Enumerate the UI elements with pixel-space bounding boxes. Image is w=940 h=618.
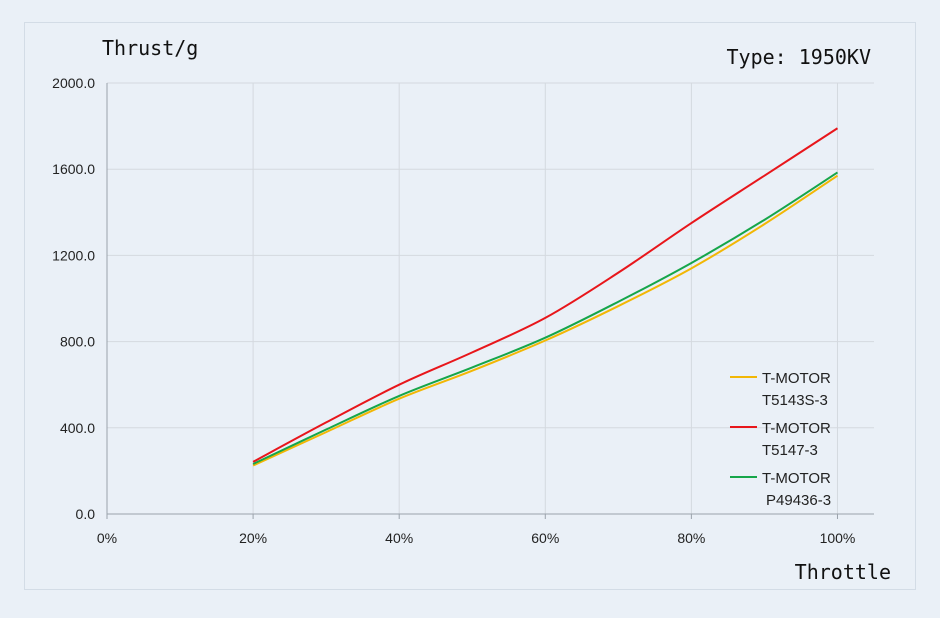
y-tick-label: 2000.0 bbox=[52, 75, 95, 91]
x-tick-label: 0% bbox=[97, 530, 117, 546]
legend-label-3: T-MOTOR bbox=[762, 470, 831, 487]
chart-annotation: Type: 1950KV bbox=[727, 45, 872, 69]
y-tick-label: 400.0 bbox=[60, 420, 95, 436]
series-line-2 bbox=[252, 127, 839, 463]
x-axis-label: Throttle bbox=[795, 560, 891, 584]
x-tick-label: 40% bbox=[385, 530, 413, 546]
x-tick-label: 80% bbox=[677, 530, 705, 546]
y-tick-label: 1200.0 bbox=[52, 247, 95, 263]
x-tick-label: 20% bbox=[239, 530, 267, 546]
y-tick-label: 1600.0 bbox=[52, 161, 95, 177]
x-tick-label: 100% bbox=[820, 530, 856, 546]
chart-card: 0.0 400.0 800.0 1200.0 1600.0 2000.0 0% 20% 40% 6… bbox=[24, 22, 916, 590]
legend-label-1: T-MOTOR bbox=[762, 370, 831, 387]
y-axis-label: Thrust/g bbox=[102, 36, 198, 60]
x-tick-label: 60% bbox=[531, 530, 559, 546]
series-line-3 bbox=[252, 171, 839, 465]
tick-labels: 0.0 400.0 800.0 1200.0 1600.0 2000.0 0% 20% 40% 6… bbox=[52, 75, 855, 546]
legend-label-2: T5147-3 bbox=[762, 442, 818, 459]
legend: T-MOTOR T5143S-3 T-MOTOR T5147-3 T-MOTOR P494… bbox=[730, 370, 831, 509]
y-tick-label: 0.0 bbox=[76, 506, 96, 522]
y-tick-label: 800.0 bbox=[60, 334, 95, 350]
axes bbox=[106, 83, 874, 519]
grid bbox=[107, 82, 874, 514]
legend-label-2: T-MOTOR bbox=[762, 420, 831, 437]
legend-label-1: T5143S-3 bbox=[762, 392, 828, 409]
thrust-chart: 0.0 400.0 800.0 1200.0 1600.0 2000.0 0% 20% 40% 6… bbox=[52, 36, 891, 584]
legend-label-3: P49436-3 bbox=[766, 492, 831, 509]
series-lines bbox=[252, 127, 839, 467]
series-line-1 bbox=[252, 174, 839, 467]
